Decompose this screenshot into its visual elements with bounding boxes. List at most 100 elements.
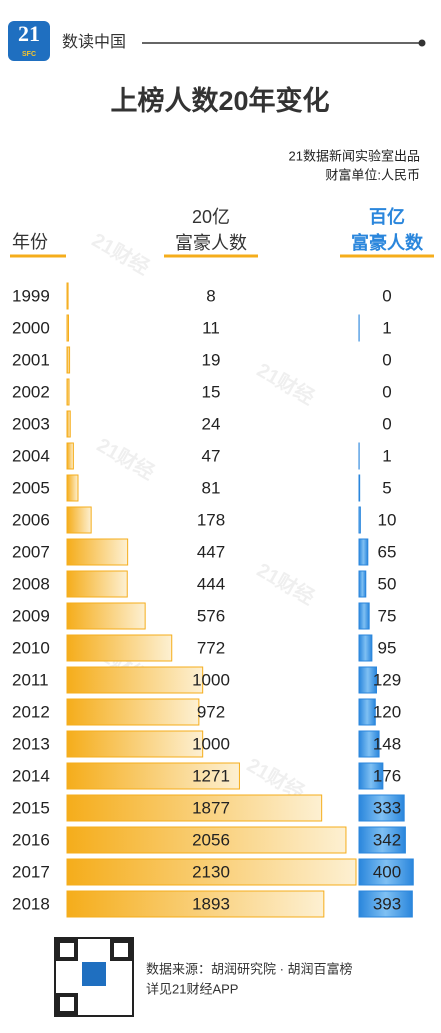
- value-label: 11: [202, 318, 220, 337]
- note: 详见21财经APP: [146, 981, 238, 996]
- value-label: 333: [373, 798, 401, 817]
- category-label: 2000: [12, 318, 50, 337]
- bar: [66, 730, 204, 758]
- value-label: 75: [378, 606, 397, 625]
- bar: [358, 602, 370, 630]
- category-label: 2008: [12, 574, 50, 593]
- value-label: 129: [373, 670, 401, 689]
- bar: [66, 666, 204, 694]
- category-label: 2015: [12, 798, 50, 817]
- value-label: 50: [378, 574, 397, 593]
- bar: [66, 442, 74, 470]
- value-label: 24: [202, 414, 221, 433]
- bar: [66, 538, 129, 566]
- section: 数读中国: [62, 33, 126, 51]
- bar: [358, 634, 373, 662]
- bar: [66, 346, 71, 374]
- value-label: 19: [202, 350, 221, 369]
- category-label: 2005: [12, 478, 50, 497]
- value-label: 1877: [192, 798, 230, 817]
- value-label: 0: [382, 350, 391, 369]
- bar: [66, 570, 128, 598]
- value-label: 772: [197, 638, 225, 657]
- watermark: 21财经: [253, 558, 319, 610]
- value-label: 1: [382, 446, 391, 465]
- category-label: 2002: [12, 382, 50, 401]
- category-label: 2003: [12, 414, 50, 433]
- bar: [66, 698, 200, 726]
- value-label: 0: [382, 286, 391, 305]
- value-label: 400: [373, 862, 401, 881]
- value-label: 342: [373, 830, 401, 849]
- value-label: 10: [378, 510, 397, 529]
- bar: [66, 282, 69, 310]
- rule-dot: [418, 39, 426, 47]
- value-label: 1271: [192, 766, 230, 785]
- value-label: 1000: [192, 670, 230, 689]
- bar: [358, 762, 384, 790]
- category-label: 1999: [12, 286, 50, 305]
- bar: [358, 570, 367, 598]
- bar: [66, 890, 325, 918]
- bar: [358, 890, 413, 918]
- category-label: 2010: [12, 638, 50, 657]
- logo-box: [8, 21, 50, 61]
- logo-sub: SFC: [22, 51, 36, 58]
- category-label: 2011: [12, 670, 49, 689]
- value-label: 95: [378, 638, 397, 657]
- value-label: 176: [373, 766, 401, 785]
- bar: [66, 634, 173, 662]
- bar: [66, 826, 347, 854]
- value-label: 8: [206, 286, 215, 305]
- value-label: 447: [197, 542, 225, 561]
- value-label: 393: [373, 894, 401, 913]
- value-label: 47: [202, 446, 221, 465]
- bar: [358, 506, 361, 534]
- value-label: 2130: [192, 862, 230, 881]
- bar: [358, 698, 376, 726]
- series-name: 20亿 富豪人数: [175, 207, 247, 253]
- value-label: 1000: [192, 734, 230, 753]
- bar: [358, 794, 405, 822]
- category-label: 2017: [12, 862, 50, 881]
- category-label: 2001: [12, 350, 50, 369]
- value-label: 444: [197, 574, 225, 593]
- watermark: 21财经: [93, 433, 159, 485]
- value-label: 972: [197, 702, 225, 721]
- watermark: 21财经: [253, 358, 319, 410]
- bar: [358, 474, 361, 502]
- bar: [66, 378, 70, 406]
- bar: [66, 858, 357, 886]
- value-label: 81: [202, 478, 221, 497]
- category-label: 2012: [12, 702, 50, 721]
- qr: [54, 937, 134, 1017]
- value-label: 148: [373, 734, 401, 753]
- bar: [66, 314, 69, 342]
- bar: [358, 730, 380, 758]
- watermark: 21财经: [88, 228, 154, 280]
- category-label: 2018: [12, 894, 50, 913]
- bar: [358, 858, 414, 886]
- value-label: 120: [373, 702, 401, 721]
- source: 数据来源：胡润研究院 · 胡润百富榜: [146, 961, 353, 976]
- chart-title: 上榜人数20年变化: [110, 85, 329, 116]
- bar: [358, 666, 378, 694]
- series-name: 百亿 富豪人数: [351, 207, 423, 253]
- credit: 财富单位:人民币: [325, 167, 420, 182]
- category-label: 2006: [12, 510, 50, 529]
- category-label: 年份: [12, 232, 48, 252]
- bar: [66, 794, 323, 822]
- bar: [358, 538, 369, 566]
- value-label: 0: [382, 382, 391, 401]
- value-label: 576: [197, 606, 225, 625]
- credit: 21数据新闻实验室出品: [289, 148, 420, 163]
- category-label: 2016: [12, 830, 50, 849]
- bar: [66, 410, 71, 438]
- bar: [358, 826, 406, 854]
- category-label: 2014: [12, 766, 50, 785]
- bar: [66, 602, 146, 630]
- value-label: 5: [382, 478, 391, 497]
- category-label: 2007: [12, 542, 50, 561]
- value-label: 0: [382, 414, 391, 433]
